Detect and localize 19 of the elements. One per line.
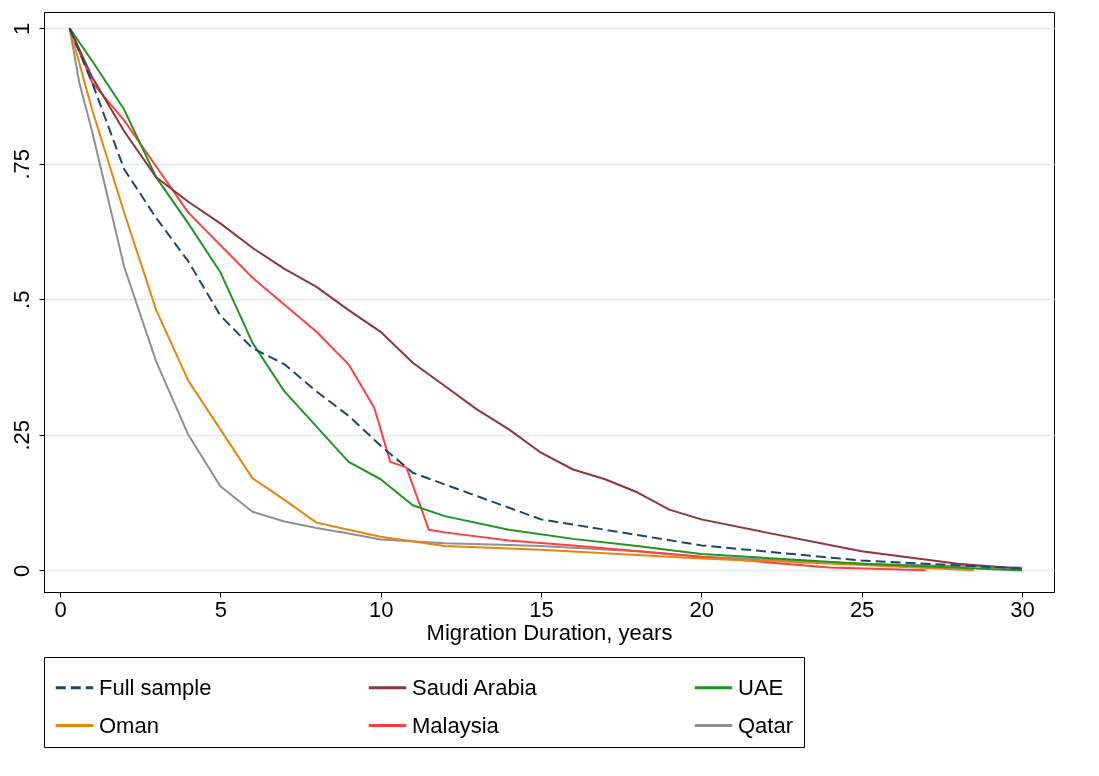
y-tick-label: 0: [8, 564, 34, 577]
x-tick-label: 20: [689, 596, 715, 622]
legend-label: Saudi Arabia: [412, 674, 538, 700]
legend-label: UAE: [738, 674, 784, 700]
legend-label: Oman: [99, 712, 159, 738]
legend-label: Full sample: [99, 674, 212, 700]
y-tick-label: .5: [8, 290, 34, 309]
legend-label: Malaysia: [412, 712, 500, 738]
x-tick-label: 25: [849, 596, 875, 622]
x-tick-label: 30: [1010, 596, 1035, 622]
x-tick-label: 10: [368, 596, 394, 622]
legend-label: Qatar: [738, 712, 794, 738]
x-axis-title: Migration Duration, years: [426, 619, 673, 645]
y-tick-label: 1: [8, 22, 34, 35]
y-tick-label: .25: [8, 420, 34, 451]
y-tick-label: .75: [8, 148, 34, 180]
x-tick-label: 0: [54, 596, 67, 622]
x-tick-label: 5: [214, 596, 227, 622]
x-tick-label: 15: [529, 596, 554, 622]
